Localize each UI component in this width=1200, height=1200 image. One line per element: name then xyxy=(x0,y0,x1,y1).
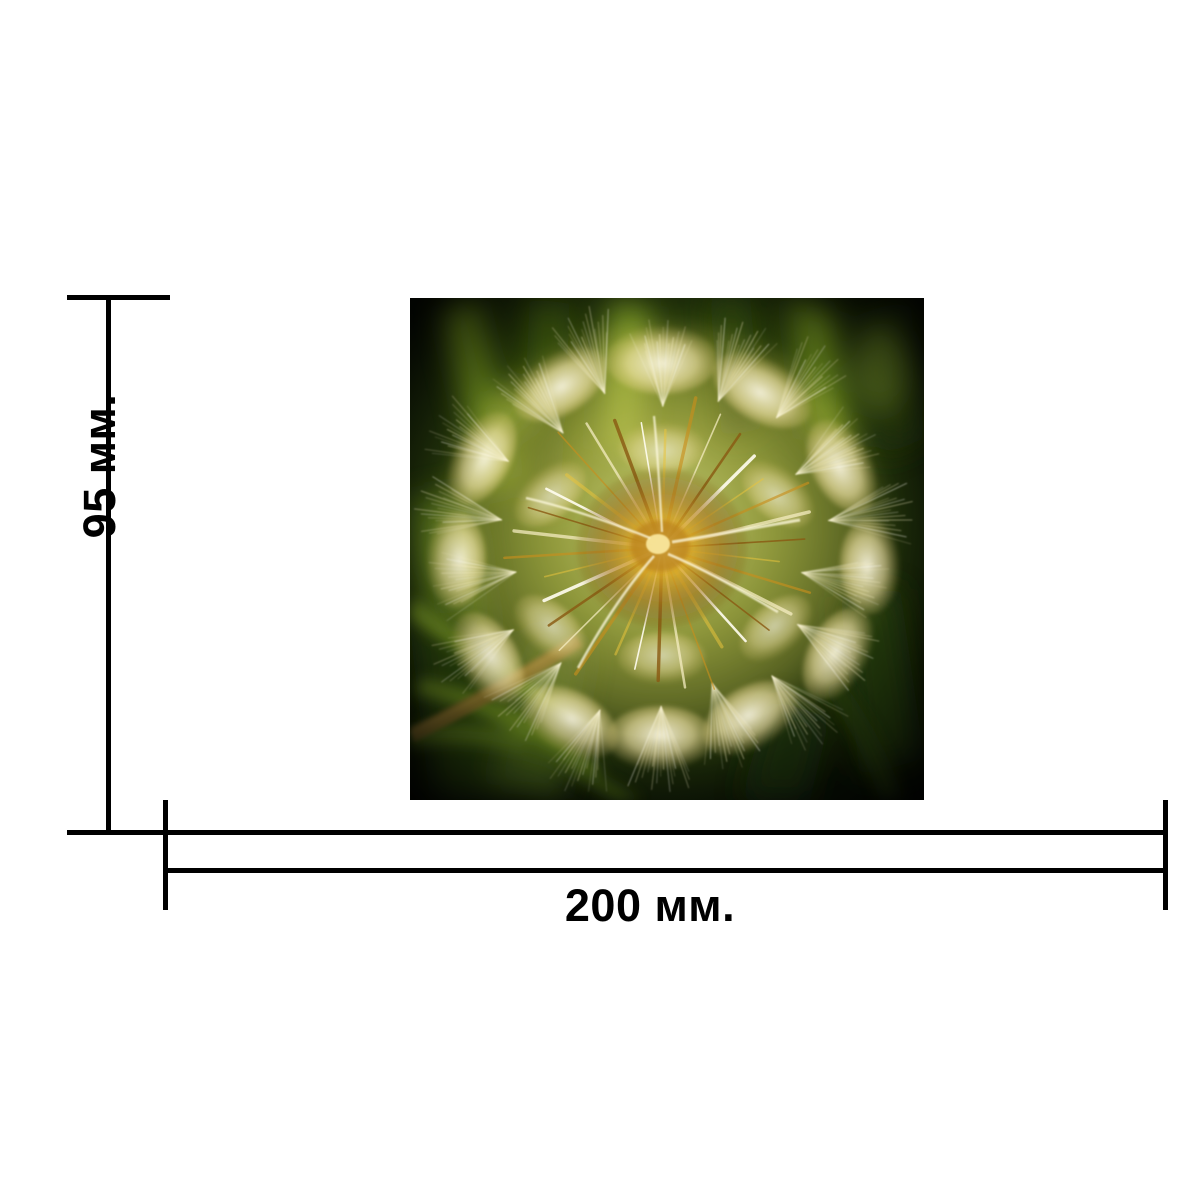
width-dimension-label: 200 мм. xyxy=(564,880,736,931)
product-photo xyxy=(410,298,924,800)
height-dimension-top-cap xyxy=(67,295,170,300)
width-dimension-left-cap xyxy=(163,800,168,910)
photo-vignette xyxy=(410,298,924,800)
width-dimension-right-cap xyxy=(1163,800,1168,910)
width-dimension-line xyxy=(163,868,1168,873)
dandelion-photo-svg xyxy=(410,298,924,800)
height-dimension-label: 95 мм. xyxy=(74,393,125,539)
height-dimension-bottom-cap xyxy=(67,830,170,835)
photo-bottom-extension-line xyxy=(163,830,1168,835)
height-dimension-line xyxy=(106,297,111,835)
